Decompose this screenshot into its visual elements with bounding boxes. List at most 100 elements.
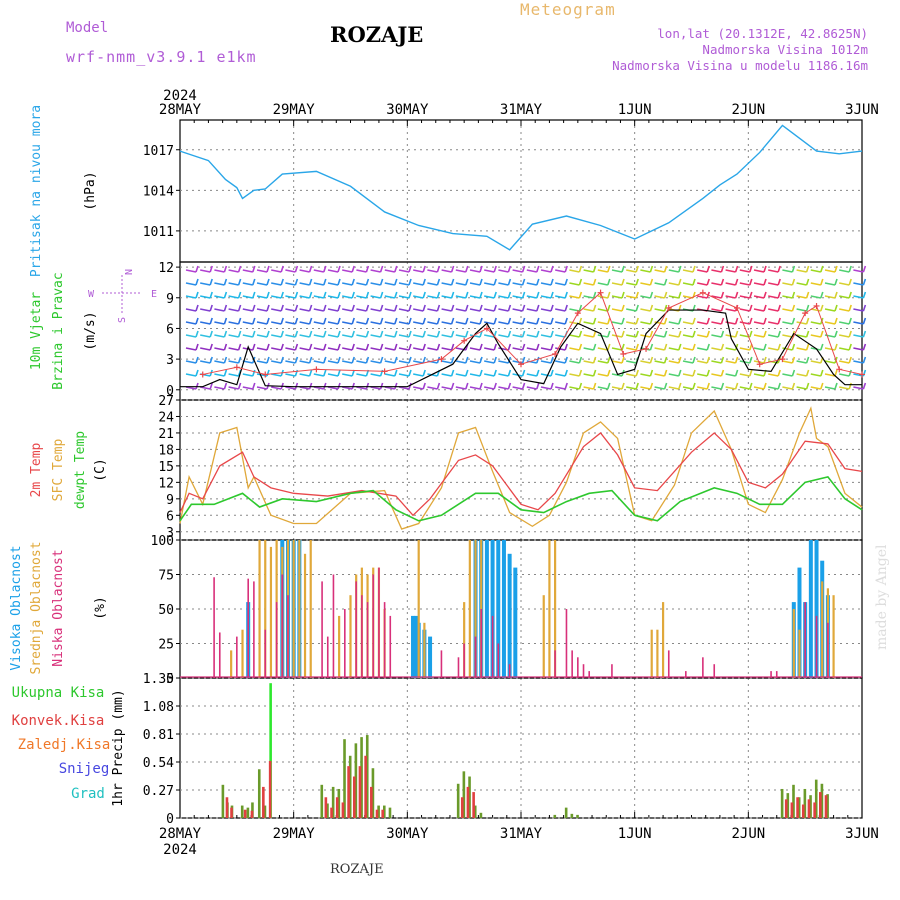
- wind-barb: [782, 282, 793, 286]
- wind-barb: [839, 360, 850, 364]
- wind-barb: [654, 360, 665, 364]
- conv-precip-bar: [472, 792, 475, 818]
- wind-barb: [441, 373, 452, 377]
- wind-barb-flag: [479, 317, 483, 325]
- wind-barb: [611, 295, 623, 299]
- wind-barb: [413, 386, 424, 390]
- wind-gust-marker: [836, 366, 843, 373]
- wind-barb: [228, 334, 239, 338]
- wind-barb: [782, 360, 793, 364]
- wind-barb-flag: [507, 369, 512, 377]
- wind-barb-flag: [365, 343, 370, 351]
- wind-gust-marker: [802, 310, 809, 317]
- wind-barb-flag: [422, 382, 426, 390]
- wind-barb-flag: [777, 330, 781, 338]
- conv-precip-bar: [807, 799, 811, 818]
- wind-barb-flag: [734, 291, 739, 299]
- wind-barb: [398, 295, 410, 299]
- wind-barb: [725, 360, 736, 364]
- wind-barb-flag: [663, 330, 668, 338]
- wind-barb: [839, 269, 850, 273]
- mid-cloud-bar: [230, 650, 233, 678]
- x-tick-label-top: 1JUN: [618, 102, 652, 118]
- wind-barb-flag: [450, 278, 455, 286]
- wind-barb: [697, 269, 708, 273]
- wind-barb: [370, 295, 381, 299]
- wind-barb: [824, 373, 836, 377]
- low-cloud-bar: [815, 615, 818, 678]
- wind-barb-flag: [820, 265, 824, 273]
- wind-barb: [242, 295, 253, 299]
- wind-barb: [313, 308, 324, 312]
- wind-gust-marker: [262, 371, 269, 378]
- wind-barb-flag: [578, 291, 583, 299]
- x-tick-label-top: 29MAY: [273, 102, 316, 118]
- wind-barb: [185, 334, 197, 338]
- wind-barb: [739, 347, 750, 351]
- wind-barb-flag: [649, 304, 654, 312]
- wind-barb: [782, 295, 793, 299]
- wind-barb-flag: [592, 330, 597, 338]
- precip-unit: 1hr Precip (mm): [111, 689, 126, 806]
- wind-barb-flag: [777, 278, 781, 286]
- wind-barb: [597, 282, 608, 286]
- wind-gust-marker: [313, 366, 320, 373]
- wind-barb-flag: [749, 304, 753, 312]
- wind-barb-flag: [564, 265, 568, 273]
- wind-barb: [427, 308, 438, 312]
- wind-barb-flag: [734, 369, 739, 377]
- wind-barb: [583, 386, 594, 390]
- wind-barb-flag: [564, 343, 568, 351]
- wind-barb: [668, 321, 679, 325]
- wind-barb-flag: [706, 369, 710, 377]
- wind-barb-flag: [720, 330, 725, 338]
- mid-cloud-bar: [650, 629, 653, 678]
- wind-barb-flag: [834, 317, 838, 325]
- wind-barb: [768, 334, 779, 338]
- wind-barb-flag: [465, 304, 469, 312]
- wind-barb-flag: [209, 304, 213, 312]
- wind-barb: [398, 321, 410, 325]
- wind-barb-flag: [337, 356, 341, 364]
- wind-barb-flag: [436, 330, 441, 338]
- wind-barb-flag: [209, 317, 213, 325]
- wind-barb-flag: [820, 382, 824, 390]
- conv-precip-bar: [352, 776, 356, 818]
- wind-barb-flag: [663, 291, 668, 299]
- wind-barb-flag: [365, 291, 370, 299]
- wind-barb-flag: [805, 291, 810, 299]
- wind-barb: [526, 347, 537, 351]
- wind-barb: [484, 282, 495, 286]
- wind-barb-flag: [649, 291, 654, 299]
- wind-barb-flag: [337, 278, 341, 286]
- wind-barb-flag: [422, 343, 426, 351]
- precip-legend-item: Grad: [71, 786, 105, 802]
- wind-barb: [711, 269, 722, 273]
- wind-barb: [285, 282, 296, 286]
- wind-barb: [839, 295, 850, 299]
- wind-barb: [725, 308, 736, 312]
- wind-barb: [356, 269, 367, 273]
- wind-barb: [512, 321, 523, 325]
- total-precip-bar: [251, 802, 254, 818]
- y-tick-label: 24: [158, 410, 174, 425]
- wind-barb-flag: [578, 278, 583, 286]
- wind-barb: [271, 334, 282, 338]
- wind-barb-flag: [550, 317, 554, 325]
- wind-barb-flag: [834, 369, 838, 377]
- wind-barb: [654, 347, 665, 351]
- wind-barb-flag: [550, 278, 554, 286]
- wind-barb-flag: [408, 317, 412, 325]
- wind-barb: [697, 295, 708, 299]
- wind-barb-flag: [465, 356, 469, 364]
- wind-barb-flag: [678, 356, 682, 364]
- wind-barb: [810, 386, 821, 390]
- wind-barb: [555, 295, 566, 299]
- wind-barb-flag: [763, 278, 767, 286]
- wind-barb: [711, 360, 722, 364]
- wind-barb: [526, 282, 537, 286]
- wind-barb: [185, 269, 197, 273]
- wind-barb: [583, 295, 594, 299]
- wind-barb: [839, 373, 850, 377]
- wind-barb-flag: [536, 369, 540, 377]
